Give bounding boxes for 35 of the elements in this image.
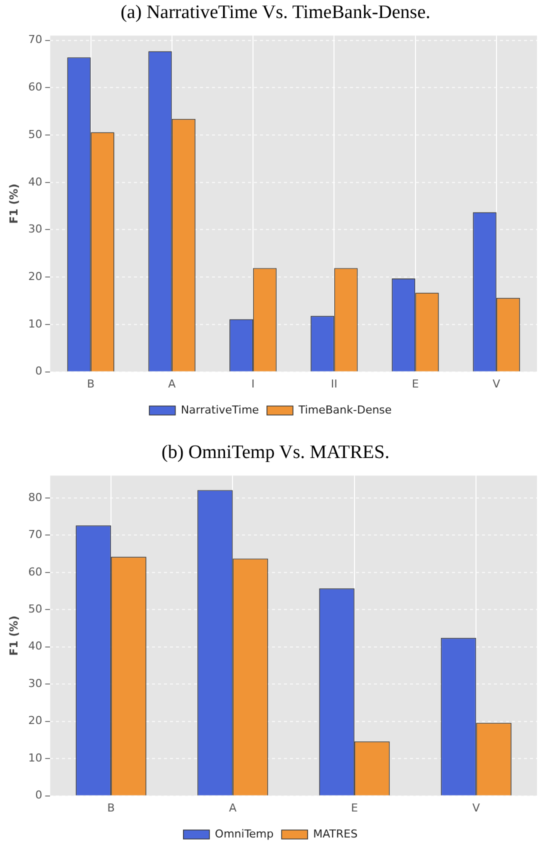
y-tick-label: 50 bbox=[28, 602, 42, 616]
x-tick-label: II bbox=[330, 377, 338, 390]
x-tick-label: E bbox=[412, 377, 419, 390]
x-tick-label: B bbox=[107, 801, 115, 814]
legend-label: TimeBank-Dense bbox=[297, 403, 392, 416]
y-tick-label: 70 bbox=[28, 33, 42, 46]
y-tick-label: 10 bbox=[28, 317, 42, 330]
y-tick-label: 0 bbox=[35, 788, 42, 802]
y-tick-label: 30 bbox=[28, 222, 42, 236]
x-tick-label: E bbox=[350, 801, 358, 814]
y-tick-label: 20 bbox=[28, 714, 42, 728]
y-tick-label: 40 bbox=[28, 175, 42, 188]
y-tick-label: 60 bbox=[28, 80, 42, 94]
x-tick-label: B bbox=[86, 377, 95, 390]
y-tick-label: 60 bbox=[28, 565, 42, 578]
y-tick-label: 20 bbox=[28, 270, 42, 283]
y-tick-label: 40 bbox=[28, 640, 42, 653]
chart-title: (b) OmniTemp Vs. MATRES. bbox=[160, 441, 390, 465]
y-tick-label: 50 bbox=[28, 128, 42, 141]
y-tick-label: 0 bbox=[35, 364, 42, 378]
chart-title: (a) NarrativeTime Vs. TimeBank-Dense. bbox=[120, 1, 432, 25]
x-tick-label: A bbox=[168, 377, 176, 390]
x-tick-label: A bbox=[228, 801, 237, 814]
legend-label: OmniTemp bbox=[214, 827, 274, 840]
legend-label: NarrativeTime bbox=[180, 403, 260, 416]
x-tick-label: I bbox=[251, 377, 255, 390]
legend-label: MATRES bbox=[313, 827, 358, 840]
y-axis-title: F1 (%) bbox=[7, 616, 20, 656]
y-tick-label: 80 bbox=[28, 490, 42, 504]
y-tick-label: 70 bbox=[28, 528, 42, 542]
y-tick-label: 10 bbox=[28, 751, 42, 764]
y-tick-label: 30 bbox=[28, 676, 42, 690]
y-axis-title: F1 (%) bbox=[7, 184, 20, 224]
x-tick-label: V bbox=[472, 801, 480, 814]
x-tick-label: V bbox=[492, 377, 501, 390]
